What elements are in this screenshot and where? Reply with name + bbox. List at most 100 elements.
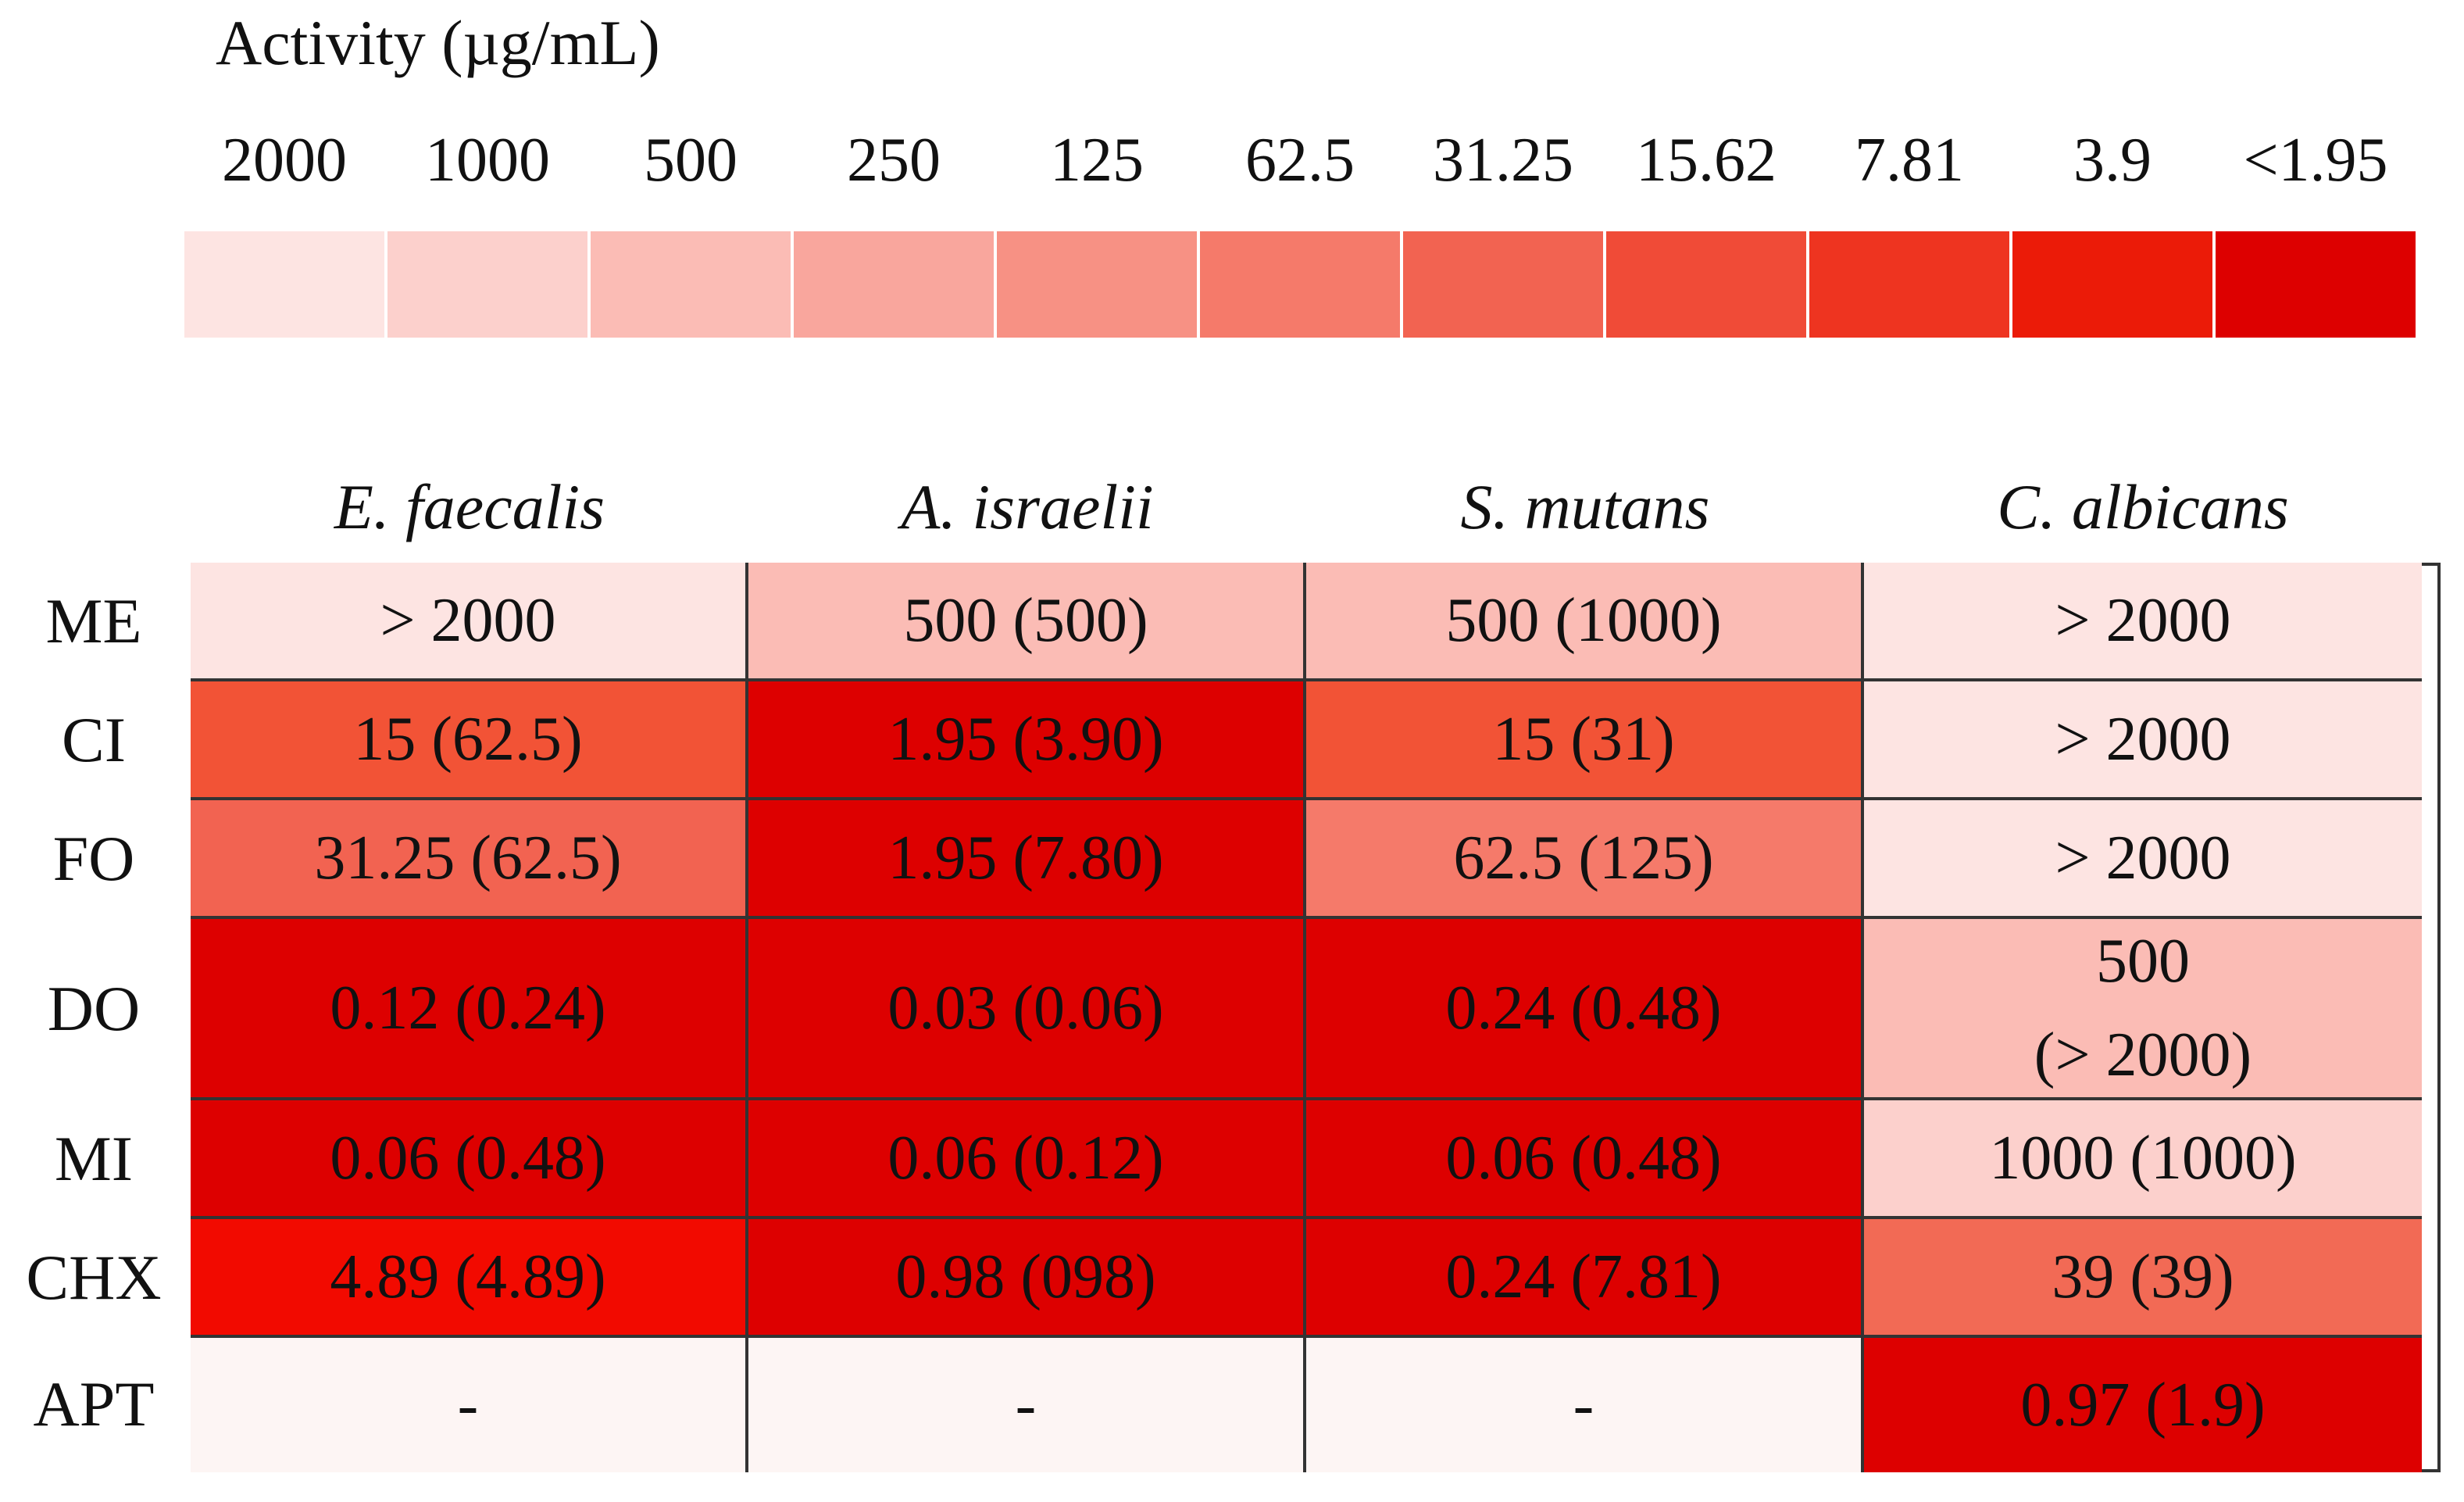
legend-swatch: [591, 231, 791, 338]
legend-swatch: [1606, 231, 1806, 338]
cell-value-text: 500: [2096, 927, 2190, 996]
heatmap-cell: -: [191, 1338, 748, 1472]
cell-value-text: 0.24 (0.48): [1445, 974, 1722, 1042]
heatmap-cell: 500 (500): [748, 563, 1306, 681]
cell-value: 62.5 (125): [1453, 811, 1713, 905]
cell-value: -: [458, 1358, 479, 1452]
heatmap-cell: 500 (> 2000): [1864, 919, 2422, 1100]
cell-value-text: 1.95 (3.90): [887, 705, 1164, 774]
cell-value-text: 0.12 (0.24): [330, 974, 606, 1042]
cell-value-text: 62.5 (125): [1453, 824, 1714, 892]
cell-value-text: 0.97 (1.9): [2020, 1371, 2266, 1439]
legend-swatch: [997, 231, 1197, 338]
legend-title: Activity (µg/mL): [216, 7, 660, 78]
cell-value-text: 31.25 (62.5): [314, 824, 622, 892]
column-header: C. albicans: [1997, 471, 2289, 542]
cell-value: 39 (39): [2052, 1230, 2234, 1324]
row-label: APT: [33, 1368, 155, 1439]
cell-value: 1.95 (7.80): [887, 811, 1163, 905]
cell-value: 0.24 (7.81): [1445, 1230, 1721, 1324]
legend-swatch: [184, 231, 384, 338]
legend-label: 2000: [222, 126, 347, 195]
cell-value: 0.06 (0.48): [330, 1111, 605, 1205]
legend-label: 31.25: [1433, 126, 1573, 195]
cell-value-text: 1000 (1000): [1989, 1124, 2297, 1193]
heatmap-cell: 4.89 (4.89): [191, 1219, 748, 1338]
heatmap-cell: 0.24 (0.48): [1306, 919, 1864, 1100]
row-label: CHX: [26, 1242, 162, 1313]
cell-value: 0.06 (0.48): [1445, 1111, 1721, 1205]
cell-value-text: 15 (62.5): [353, 705, 583, 774]
heatmap-cell: 31.25 (62.5): [191, 800, 748, 919]
column-header: E. faecalis: [334, 471, 605, 542]
heatmap-cell: 1.95 (7.80): [748, 800, 1306, 919]
legend-swatch: [1403, 231, 1603, 338]
cell-value: 500 (1000): [1445, 574, 1721, 667]
row-label: FO: [52, 823, 135, 894]
column-header: S. mutans: [1460, 471, 1710, 542]
legend-label: 1000: [425, 126, 550, 195]
cell-value-text: 0.98 (098): [895, 1243, 1156, 1311]
legend-label: 500: [644, 126, 737, 195]
heatmap-cell: 0.97 (1.9): [1864, 1338, 2422, 1472]
heatmap-cell: 0.06 (0.12): [748, 1100, 1306, 1219]
heatmap-cell: > 2000: [1864, 681, 2422, 800]
cell-value: 0.97 (1.9): [2020, 1358, 2265, 1452]
heatmap-grid: > 2000 500 (500) 500 (1000) > 2000 15 (62.5)…: [191, 563, 2441, 1472]
cell-value: 15 (31): [1492, 692, 1674, 786]
cell-value: 0.06 (0.12): [887, 1111, 1163, 1205]
cell-value-text: 500 (500): [903, 586, 1148, 655]
cell-value-text: -: [1573, 1371, 1594, 1439]
cell-value-text: 0.06 (0.48): [1445, 1124, 1722, 1193]
heatmap-cell: 0.98 (098): [748, 1219, 1306, 1338]
heatmap-cell: > 2000: [191, 563, 748, 681]
cell-value: 0.03 (0.06): [887, 961, 1163, 1055]
legend-label: 15.62: [1636, 126, 1777, 195]
cell-value: 4.89 (4.89): [330, 1230, 605, 1324]
cell-value: 500 (500): [903, 574, 1148, 667]
cell-value-text: -: [457, 1371, 479, 1439]
heatmap-cell: 62.5 (125): [1306, 800, 1864, 919]
cell-value-text: 0.24 (7.81): [1445, 1243, 1722, 1311]
cell-value: > 2000: [2055, 811, 2230, 905]
heatmap-cell: 39 (39): [1864, 1219, 2422, 1338]
cell-value: -: [1573, 1358, 1594, 1452]
cell-value-text: -: [1015, 1371, 1037, 1439]
heatmap-cell: 1000 (1000): [1864, 1100, 2422, 1219]
heatmap-cell: -: [1306, 1338, 1864, 1472]
cell-value-text: 4.89 (4.89): [330, 1243, 606, 1311]
row-label: MI: [54, 1123, 134, 1194]
heatmap-cell: 1.95 (3.90): [748, 681, 1306, 800]
cell-value: -: [1016, 1358, 1037, 1452]
cell-value-text: 0.06 (0.48): [330, 1124, 606, 1193]
legend-label: 3.9: [2073, 126, 2152, 195]
heatmap-cell: > 2000: [1864, 563, 2422, 681]
row-label: ME: [45, 585, 142, 656]
cell-value: > 2000: [2055, 574, 2230, 667]
legend-swatch: [1200, 231, 1400, 338]
row-label: CI: [62, 704, 126, 775]
cell-value: 0.12 (0.24): [330, 961, 605, 1055]
cell-value: 15 (62.5): [353, 692, 582, 786]
heatmap-cell: 0.03 (0.06): [748, 919, 1306, 1100]
legend-swatch: [2216, 231, 2416, 338]
heatmap-cell: 15 (31): [1306, 681, 1864, 800]
cell-value: 31.25 (62.5): [314, 811, 621, 905]
legend-swatch: [1809, 231, 2009, 338]
heatmap-cell: 0.06 (0.48): [191, 1100, 748, 1219]
heatmap-cell: 0.24 (7.81): [1306, 1219, 1864, 1338]
legend-label: 250: [847, 126, 941, 195]
cell-value-text: 15 (31): [1492, 705, 1675, 774]
cell-value: 0.24 (0.48): [1445, 961, 1721, 1055]
cell-value-text: 39 (39): [2052, 1243, 2234, 1311]
legend-label: 62.5: [1245, 126, 1355, 195]
heatmap-cell: 0.06 (0.48): [1306, 1100, 1864, 1219]
heatmap-cell: 0.12 (0.24): [191, 919, 748, 1100]
cell-value-text: > 2000: [2055, 586, 2231, 655]
cell-value: > 2000: [380, 574, 555, 667]
cell-value-text: > 2000: [2055, 705, 2231, 774]
legend-swatch: [387, 231, 587, 338]
cell-value-text: 500 (1000): [1445, 586, 1722, 655]
cell-value-text: > 2000: [380, 586, 556, 655]
legend-label: 125: [1050, 126, 1144, 195]
